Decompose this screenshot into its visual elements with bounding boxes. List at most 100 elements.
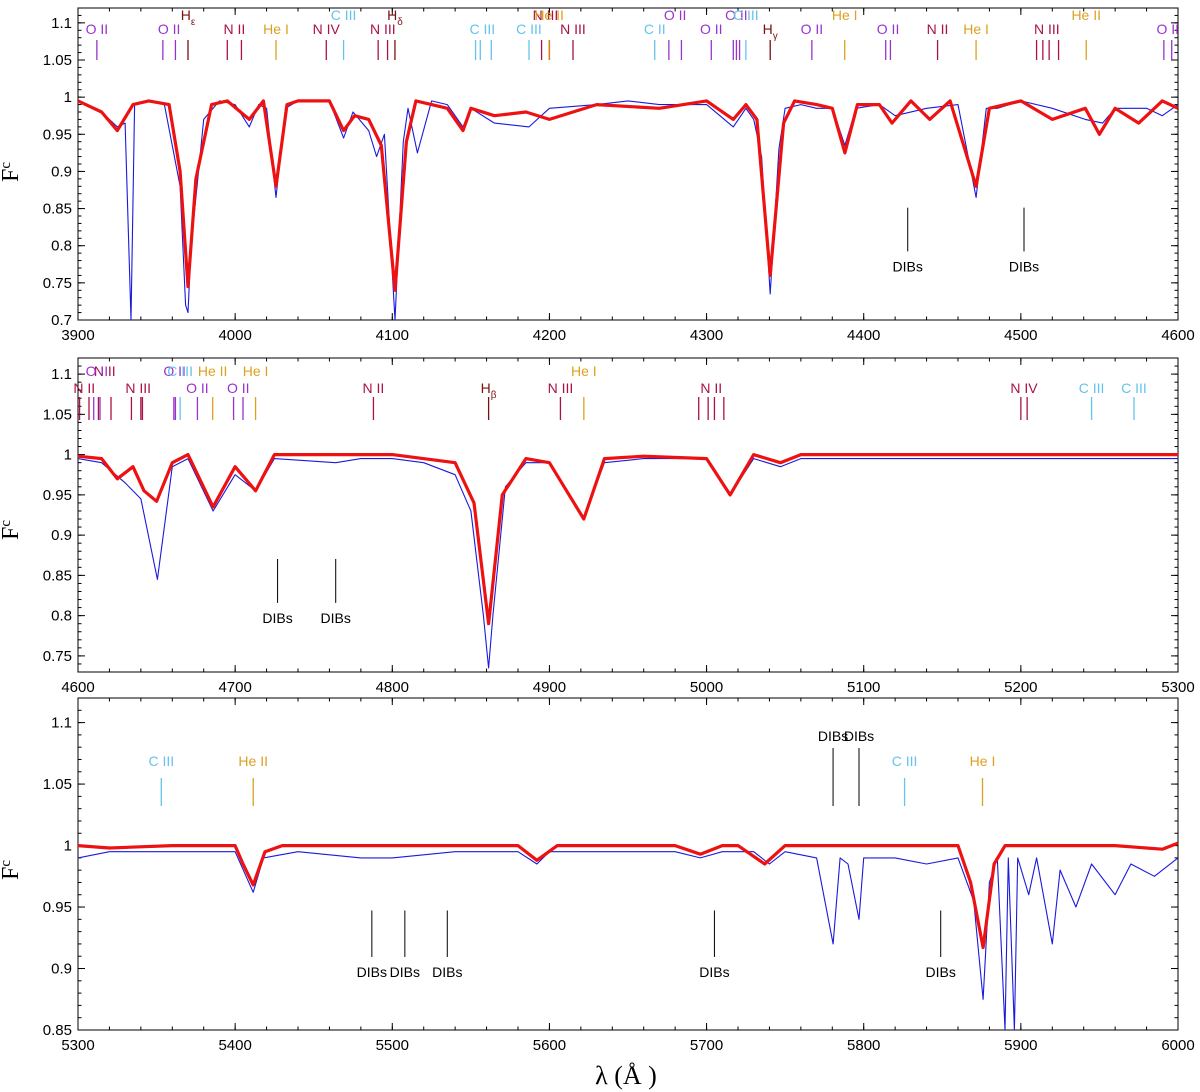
line-id-label: Hε [181, 7, 196, 28]
line-id-label: He II [238, 753, 268, 769]
line-id-label: O II [163, 363, 186, 379]
dib-label: DIBs [893, 258, 923, 274]
line-id-label: He II [534, 7, 564, 23]
dib-label: DIBs [432, 964, 462, 980]
line-id-label: He I [832, 7, 858, 23]
observed-spectrum-line [78, 100, 1178, 320]
dib-label: DIBs [699, 964, 729, 980]
line-id-label: N II [223, 21, 245, 37]
x-tick-label: 5300 [1161, 679, 1194, 696]
line-id-label: Hγ [763, 21, 778, 42]
y-tick-label: 1.1 [51, 366, 72, 383]
plot-frame [77, 357, 1179, 673]
line-id-label: N II [700, 380, 722, 396]
y-tick-label: 0.95 [43, 126, 72, 143]
line-id-label: N II [363, 380, 385, 396]
panel-1: 3900 4000 4100 4200 4300 4400 4500 4600 0.7 0.75 0… [43, 7, 1195, 344]
line-id-label: O II [700, 21, 723, 37]
x-tick-label: 4600 [61, 679, 94, 696]
x-tick-label: 4500 [1004, 327, 1037, 344]
x-tick-label: 5000 [690, 679, 723, 696]
y-tick-label: 0.75 [43, 648, 72, 665]
dib-label: DIBs [262, 610, 292, 626]
svg-text:Fc: Fc [0, 520, 24, 540]
line-id-label: He I [243, 363, 269, 379]
y-tick-label: 0.95 [43, 899, 72, 916]
dib-label: DIBs [390, 964, 420, 980]
observed-spectrum-line [78, 458, 1178, 669]
panel-3: 5300 5400 5500 5600 5700 5800 5900 6000 0.85 0.9 0… [43, 697, 1195, 1054]
line-id-label: C III [331, 7, 357, 23]
x-tick-label: 4700 [218, 679, 251, 696]
line-id-label: O II [86, 363, 109, 379]
x-tick-label: 4900 [533, 679, 566, 696]
dib-label: DIBs [1009, 258, 1039, 274]
dib-label: DIBs [321, 610, 351, 626]
line-id-label: He II [198, 363, 228, 379]
line-id-label: Hβ [481, 380, 497, 401]
y-tick-label: 0.85 [43, 1022, 72, 1039]
dib-label-top: DIBs [818, 728, 848, 744]
line-id-label: C III [892, 753, 918, 769]
line-id-label: C III [167, 363, 193, 379]
y-tick-label: 1 [64, 447, 72, 464]
line-id-label: He II [1071, 7, 1101, 23]
x-tick-label: 4300 [690, 327, 723, 344]
svg-text:Fc: Fc [0, 162, 24, 182]
line-id-label: C III [148, 753, 174, 769]
line-id-label: N II [73, 380, 95, 396]
x-tick-label: 4000 [218, 327, 251, 344]
x-tick-label: 5200 [1004, 679, 1037, 696]
y-axis-label-panel-2: Fc [0, 520, 24, 540]
line-id-label: N III [125, 380, 151, 396]
x-tick-label: 5100 [847, 679, 880, 696]
plot-frame [77, 697, 1179, 1031]
y-tick-label: 1 [64, 89, 72, 106]
line-id-label: N III [370, 21, 396, 37]
x-tick-label: 4100 [376, 327, 409, 344]
y-axis-label-panel-3: Fc [0, 860, 24, 880]
x-tick-label: 4600 [1161, 327, 1194, 344]
line-id-label: N III [548, 380, 574, 396]
line-id-label: N II [927, 21, 949, 37]
y-tick-label: 1.05 [43, 52, 72, 69]
y-tick-label: 0.85 [43, 567, 72, 584]
line-id-label: N III [533, 7, 559, 23]
line-id-label: O II [801, 21, 824, 37]
x-tick-label: 4200 [533, 327, 566, 344]
x-tick-label: 4400 [847, 327, 880, 344]
line-id-label: C II [644, 21, 666, 37]
line-id-label: O II [877, 21, 900, 37]
line-id-label: O II [664, 7, 687, 23]
x-tick-label: 5800 [847, 1037, 880, 1054]
y-tick-label: 0.8 [51, 238, 72, 255]
line-id-label: O II [1157, 21, 1180, 37]
x-tick-label: 5500 [376, 1037, 409, 1054]
line-id-label: C III [733, 7, 759, 23]
panel-2: 4600 4700 4800 4900 5000 5100 5200 5300 0.75 0.8 0… [43, 357, 1195, 696]
y-tick-label: 0.9 [51, 163, 72, 180]
line-id-label: Hδ [387, 7, 403, 28]
line-id-label: He I [571, 363, 597, 379]
dib-label: DIBs [926, 964, 956, 980]
x-tick-label: 3900 [61, 327, 94, 344]
y-tick-label: 0.7 [51, 312, 72, 329]
y-tick-label: 0.8 [51, 608, 72, 625]
y-tick-label: 0.85 [43, 201, 72, 218]
x-tick-label: 5700 [690, 1037, 723, 1054]
line-id-label: N III [560, 21, 586, 37]
x-tick-label: 5900 [1004, 1037, 1037, 1054]
x-tick-label: 6000 [1161, 1037, 1194, 1054]
model-spectrum-line [78, 99, 1178, 292]
line-id-label: O II [725, 7, 748, 23]
line-id-label: N IV [1010, 380, 1038, 396]
y-tick-label: 0.75 [43, 275, 72, 292]
y-tick-label: 0.95 [43, 487, 72, 504]
y-tick-label: 1 [64, 838, 72, 855]
line-id-label: He I [963, 21, 989, 37]
line-id-label: He I [970, 753, 996, 769]
line-id-label: C III [516, 21, 542, 37]
dib-label-top: DIBs [844, 728, 874, 744]
y-tick-label: 1.05 [43, 776, 72, 793]
